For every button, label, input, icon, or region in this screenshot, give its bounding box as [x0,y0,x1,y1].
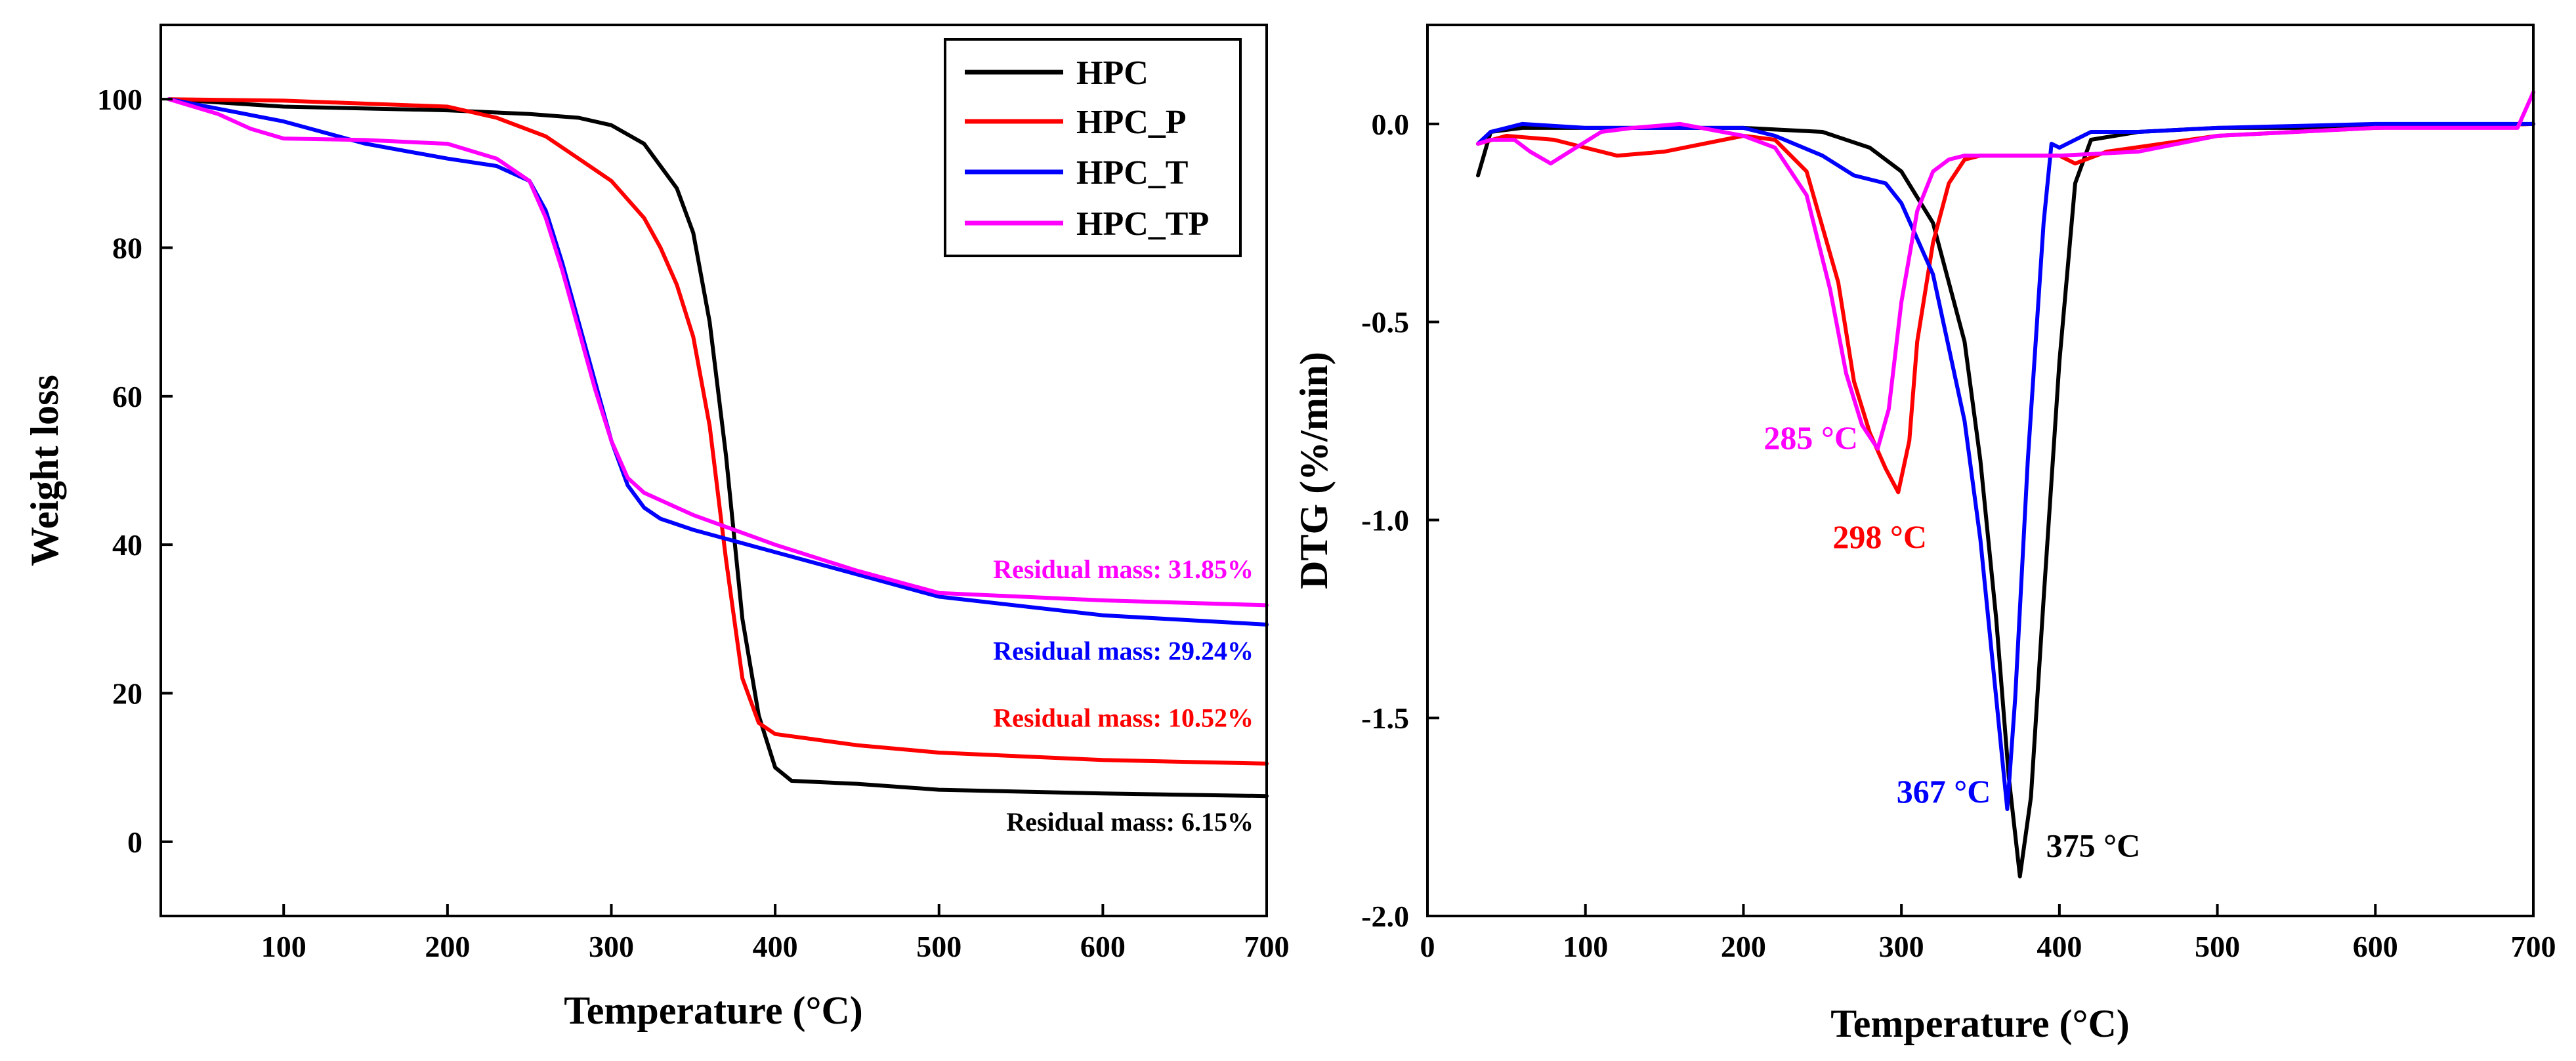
dtg-x-tick-label: 500 [2195,930,2240,963]
legend-box [944,38,1242,257]
dtg-x-tick-label: 300 [1879,930,1924,963]
dtg-x-axis-label: Temperature (°C) [1830,1002,2130,1045]
legend-label-hpc: HPC [1076,54,1149,92]
dtg-series-group [1476,90,2535,879]
dtg-annotation-label: 298 °C [1832,518,1927,555]
tga-x-axis-label: Temperature (°C) [564,989,863,1032]
dtg-y-tick-label: -0.5 [1361,306,1409,339]
tga-series-hpc-p [167,97,1269,766]
dtg-x-tick-label: 600 [2353,930,2398,963]
dtg-y-axis-label: DTG (%/min) [1292,352,1336,589]
tga-x-tick-label: 600 [1080,930,1126,963]
tga-y-tick-label: 40 [112,528,142,562]
tga-x-tick-label: 200 [425,930,470,963]
tga-y-tick-label: 100 [97,83,142,116]
tga-annotation-label: Residual mass: 10.52% [993,703,1254,732]
tga-y-axis-label: Weight loss [23,375,66,566]
dtg-series-hpc-tp [1476,90,2535,451]
tga-panel: 100 200 300 400 500 600 700 0 20 40 60 80 100 Residu… [23,24,1290,1032]
dtg-y-tick-label: -1.5 [1361,701,1409,735]
dtg-annotation-label: 375 °C [2046,827,2141,864]
tga-y-tick-label: 0 [127,825,142,859]
dtg-annotation-label: 285 °C [1763,419,1858,456]
dtg-annotation-label: 367 °C [1897,773,1991,810]
tga-annotations-group: Residual mass: 31.85% Residual mass: 29.2… [993,554,1254,837]
tga-y-tick-label: 80 [112,232,142,265]
dtg-y-tick-label: -2.0 [1361,900,1409,933]
legend-label-hpc-p: HPC_P [1076,104,1187,141]
dtg-x-tick-label: 0 [1420,930,1435,963]
tga-series-group [167,97,1269,799]
tga-plot-frame [159,24,1268,917]
tga-annotation-label: Residual mass: 29.24% [993,636,1254,666]
dtg-y-tick-label: -1.0 [1361,503,1409,537]
tga-legend: HPC HPC_P HPC_T HPC_TP [944,38,1242,257]
dtg-annotations-group: 285 °C 298 °C 367 °C 375 °C [1763,419,2140,864]
tga-x-tick-label: 500 [916,930,961,963]
dtg-ticks-group: 0 100 200 300 400 500 600 700 0.0 -0.5 -1.0 -1.5 -2.… [1361,108,2556,963]
tga-y-tick-label: 20 [112,677,142,711]
dtg-series-hpc-p [1476,121,2535,495]
dtg-x-tick-label: 700 [2511,930,2556,963]
tga-annotation-label: Residual mass: 31.85% [993,554,1254,584]
dtg-y-tick-label: 0.0 [1372,108,1410,141]
dtg-series-hpc-t [1476,121,2535,811]
legend-label-hpc-tp: HPC_TP [1076,205,1209,243]
tga-series-hpc-tp [167,97,1269,608]
tga-x-tick-label: 400 [753,930,798,963]
tga-ticks-group: 100 200 300 400 500 600 700 0 20 40 60 80 100 [97,83,1290,963]
tga-x-tick-label: 700 [1244,930,1290,963]
tga-y-tick-label: 60 [112,380,142,413]
dtg-x-tick-label: 400 [2037,930,2082,963]
tga-annotation-label: Residual mass: 6.15% [1006,807,1254,837]
tga-x-tick-label: 300 [589,930,634,963]
dtg-panel: 0 100 200 300 400 500 600 700 0.0 -0.5 -1.0 -1.5 -2.… [1292,24,2556,1045]
tga-series-hpc [167,97,1269,799]
dtg-x-tick-label: 100 [1563,930,1608,963]
tga-x-tick-label: 100 [261,930,306,963]
dtg-x-tick-label: 200 [1721,930,1766,963]
dtg-plot-frame [1426,24,2535,917]
legend-label-hpc-t: HPC_T [1076,154,1188,192]
